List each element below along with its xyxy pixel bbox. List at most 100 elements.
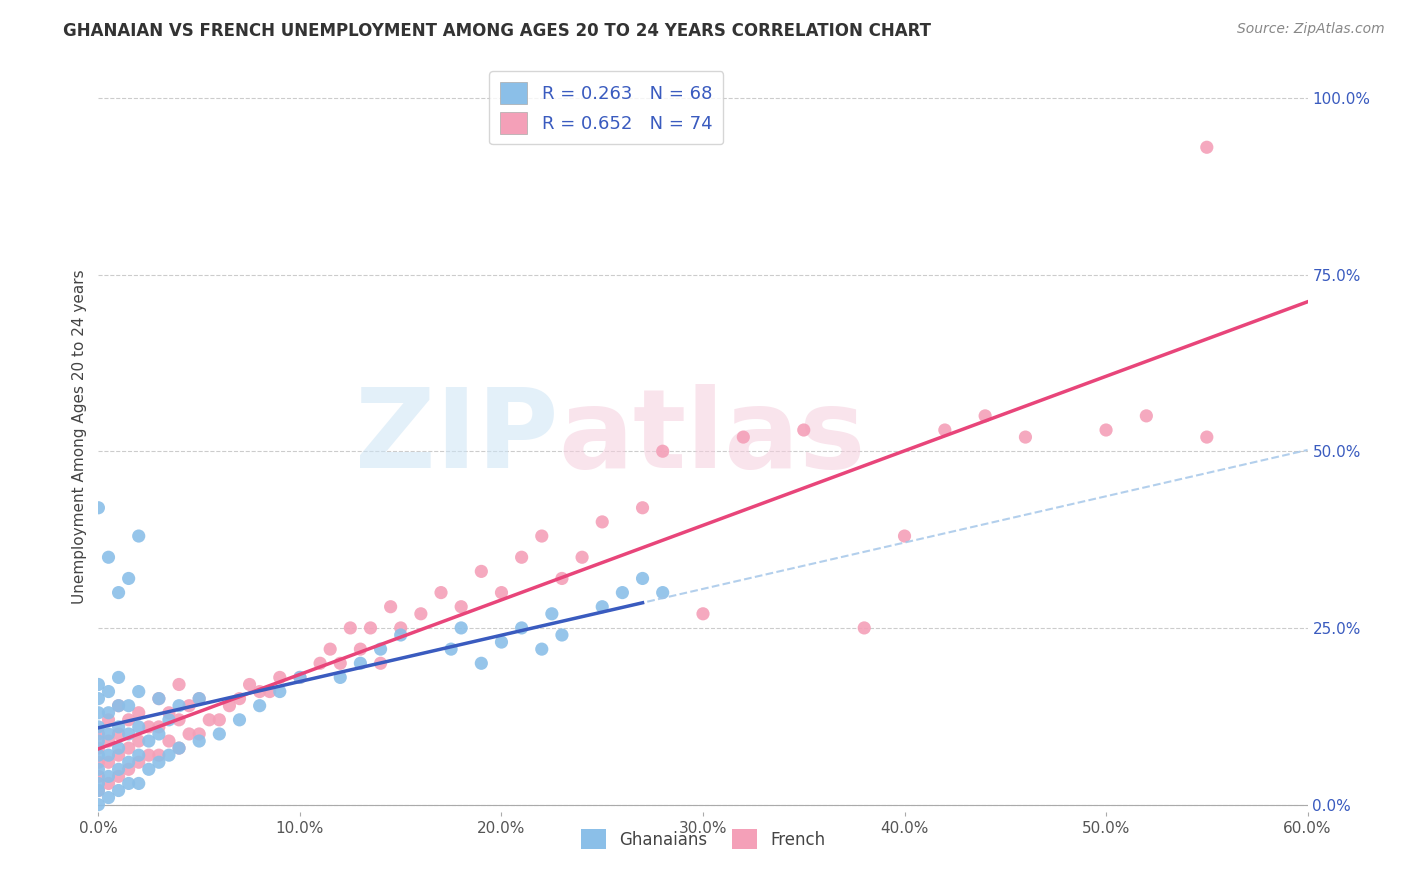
Point bbox=[87, 769, 110, 783]
Point bbox=[1014, 430, 1036, 444]
Point bbox=[87, 748, 110, 763]
Point bbox=[179, 727, 201, 741]
Point bbox=[188, 691, 211, 706]
Point bbox=[540, 607, 562, 621]
Point bbox=[651, 585, 673, 599]
Point bbox=[97, 550, 120, 565]
Text: ZIP: ZIP bbox=[354, 384, 558, 491]
Point bbox=[188, 691, 211, 706]
Point bbox=[288, 670, 311, 684]
Point bbox=[148, 720, 170, 734]
Point bbox=[148, 691, 170, 706]
Point bbox=[128, 684, 150, 698]
Point bbox=[793, 423, 815, 437]
Text: atlas: atlas bbox=[558, 384, 865, 491]
Point bbox=[118, 698, 141, 713]
Point bbox=[1195, 140, 1218, 154]
Y-axis label: Unemployment Among Ages 20 to 24 years: Unemployment Among Ages 20 to 24 years bbox=[72, 269, 87, 605]
Point bbox=[167, 677, 190, 691]
Point bbox=[249, 698, 271, 713]
Point bbox=[309, 657, 332, 671]
Point bbox=[167, 741, 190, 756]
Point bbox=[87, 677, 110, 691]
Point bbox=[97, 734, 120, 748]
Point bbox=[107, 720, 129, 734]
Point bbox=[87, 500, 110, 515]
Point bbox=[107, 783, 129, 797]
Text: GHANAIAN VS FRENCH UNEMPLOYMENT AMONG AGES 20 TO 24 YEARS CORRELATION CHART: GHANAIAN VS FRENCH UNEMPLOYMENT AMONG AG… bbox=[63, 22, 931, 40]
Point bbox=[179, 698, 201, 713]
Point bbox=[107, 762, 129, 776]
Point bbox=[118, 727, 141, 741]
Point bbox=[97, 706, 120, 720]
Point bbox=[118, 713, 141, 727]
Point bbox=[128, 776, 150, 790]
Point bbox=[118, 776, 141, 790]
Point bbox=[97, 756, 120, 770]
Point bbox=[339, 621, 361, 635]
Point bbox=[97, 776, 120, 790]
Point bbox=[389, 628, 412, 642]
Point bbox=[631, 500, 654, 515]
Point bbox=[389, 621, 412, 635]
Point bbox=[87, 783, 110, 797]
Point bbox=[491, 635, 513, 649]
Point bbox=[853, 621, 876, 635]
Point bbox=[370, 657, 392, 671]
Point bbox=[893, 529, 915, 543]
Point bbox=[128, 748, 150, 763]
Point bbox=[470, 657, 492, 671]
Point bbox=[1135, 409, 1157, 423]
Point bbox=[128, 734, 150, 748]
Point bbox=[87, 706, 110, 720]
Point bbox=[138, 720, 160, 734]
Point bbox=[510, 550, 533, 565]
Point bbox=[97, 684, 120, 698]
Legend: Ghanaians, French: Ghanaians, French bbox=[574, 822, 832, 855]
Point bbox=[107, 698, 129, 713]
Point bbox=[239, 677, 262, 691]
Point bbox=[208, 713, 231, 727]
Point bbox=[87, 797, 110, 812]
Point bbox=[491, 585, 513, 599]
Point bbox=[319, 642, 342, 657]
Point bbox=[97, 790, 120, 805]
Point bbox=[188, 727, 211, 741]
Point bbox=[360, 621, 382, 635]
Point bbox=[198, 713, 221, 727]
Point bbox=[97, 727, 120, 741]
Point bbox=[530, 642, 553, 657]
Point bbox=[188, 734, 211, 748]
Point bbox=[128, 756, 150, 770]
Point bbox=[107, 585, 129, 599]
Point bbox=[167, 698, 190, 713]
Point bbox=[228, 691, 250, 706]
Point bbox=[349, 642, 371, 657]
Point bbox=[651, 444, 673, 458]
Point bbox=[612, 585, 634, 599]
Point bbox=[128, 720, 150, 734]
Point bbox=[138, 748, 160, 763]
Point bbox=[118, 741, 141, 756]
Point bbox=[87, 756, 110, 770]
Point bbox=[148, 748, 170, 763]
Point bbox=[259, 684, 281, 698]
Point bbox=[148, 691, 170, 706]
Point bbox=[107, 670, 129, 684]
Point bbox=[692, 607, 714, 621]
Point bbox=[138, 762, 160, 776]
Point bbox=[1095, 423, 1118, 437]
Point bbox=[228, 713, 250, 727]
Point bbox=[167, 741, 190, 756]
Point bbox=[157, 734, 180, 748]
Point bbox=[530, 529, 553, 543]
Point bbox=[269, 670, 291, 684]
Point bbox=[591, 599, 613, 614]
Point bbox=[167, 713, 190, 727]
Point bbox=[329, 657, 352, 671]
Point bbox=[87, 720, 110, 734]
Point bbox=[157, 713, 180, 727]
Point bbox=[430, 585, 453, 599]
Point bbox=[157, 748, 180, 763]
Point bbox=[97, 748, 120, 763]
